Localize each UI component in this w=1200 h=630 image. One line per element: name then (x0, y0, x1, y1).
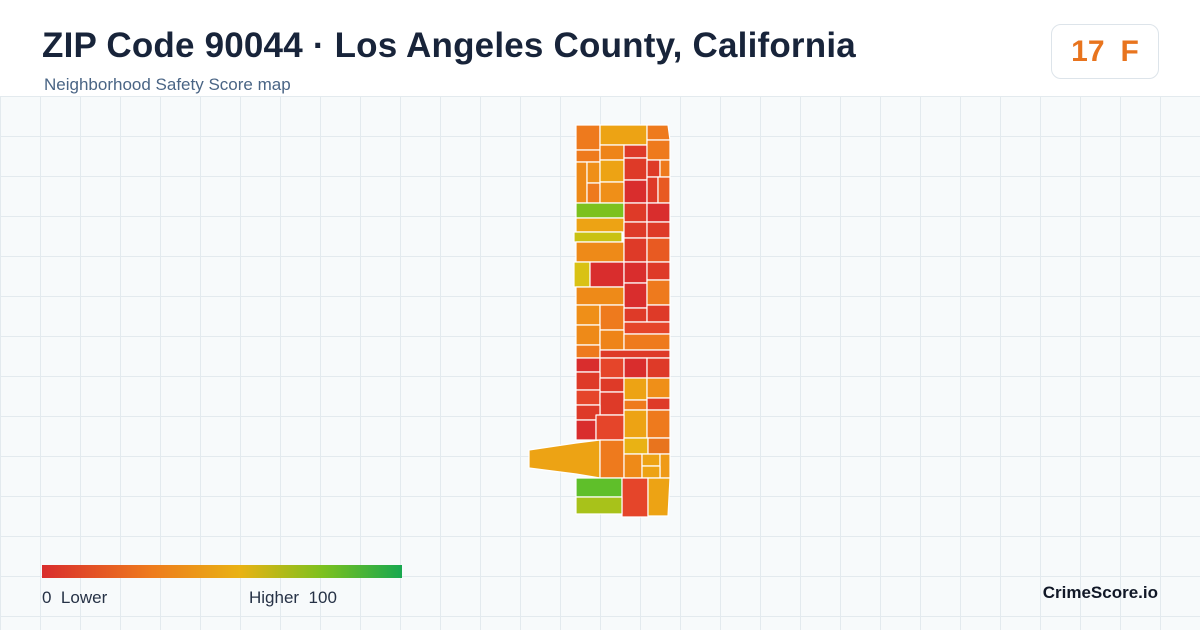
map-area[interactable] (575, 496, 623, 515)
map-area[interactable] (575, 357, 601, 373)
map-area[interactable] (575, 344, 601, 359)
map-area[interactable] (575, 241, 625, 263)
map-area[interactable] (589, 261, 625, 288)
map-area[interactable] (646, 304, 671, 323)
legend-high: Higher 100 (249, 588, 337, 608)
legend-high-value: 100 (308, 588, 337, 607)
map-area[interactable] (586, 182, 601, 204)
map-area[interactable] (659, 453, 671, 479)
map-area[interactable] (599, 349, 671, 359)
map-area[interactable] (599, 304, 625, 331)
map-area[interactable] (573, 231, 623, 243)
map-area[interactable] (575, 477, 623, 498)
map-area[interactable] (641, 465, 661, 479)
map-area[interactable] (599, 181, 625, 204)
map-area[interactable] (575, 149, 601, 163)
map-area[interactable] (646, 261, 671, 281)
score-value: 17 (1071, 34, 1105, 68)
map-area[interactable] (575, 419, 597, 441)
map-area[interactable] (623, 409, 648, 439)
map-area[interactable] (646, 357, 671, 379)
map-area[interactable] (599, 391, 625, 416)
map-area[interactable] (623, 377, 648, 401)
map-area[interactable] (575, 371, 601, 391)
map-area[interactable] (623, 282, 648, 309)
map-area[interactable] (657, 176, 671, 204)
map-area[interactable] (599, 144, 625, 161)
score-grade: F (1120, 34, 1139, 68)
map-area[interactable] (646, 202, 671, 223)
map-area[interactable] (646, 409, 671, 439)
map-area[interactable] (623, 221, 648, 239)
map-area[interactable] (575, 161, 588, 204)
map-area[interactable] (575, 389, 601, 406)
legend-low-label: Lower (60, 588, 108, 607)
legend-low: 0 Lower (42, 588, 107, 608)
map-area[interactable] (623, 333, 671, 351)
map-area[interactable] (623, 237, 648, 263)
map-area[interactable] (659, 159, 671, 178)
map-area[interactable] (623, 261, 648, 284)
map-area[interactable] (599, 357, 625, 379)
map-area[interactable] (623, 307, 648, 323)
page-subtitle: Neighborhood Safety Score map (44, 75, 291, 94)
map-area[interactable] (528, 439, 601, 479)
map-area[interactable] (575, 324, 601, 346)
map-area[interactable] (641, 453, 661, 467)
map-area[interactable] (623, 179, 648, 204)
map-area[interactable] (646, 139, 671, 161)
legend-gradient-bar (42, 565, 402, 578)
legend-high-label: Higher (249, 588, 300, 607)
map-area[interactable] (647, 437, 671, 455)
map-area[interactable] (646, 124, 671, 141)
page-header: ZIP Code 90044 · Los Angeles County, Cal… (0, 0, 1200, 97)
map-area[interactable] (586, 161, 601, 184)
map-area[interactable] (623, 202, 648, 223)
map-area[interactable] (575, 304, 601, 326)
legend-low-value: 0 (42, 588, 52, 607)
map-area[interactable] (623, 157, 648, 181)
map-area[interactable] (599, 329, 625, 351)
map-area[interactable] (646, 159, 661, 178)
map-area[interactable] (573, 261, 591, 288)
brand-logo-text: CrimeScore.io (1042, 583, 1158, 602)
map-area[interactable] (623, 437, 649, 455)
map-area[interactable] (575, 124, 601, 151)
map-area[interactable] (646, 377, 671, 399)
map-area[interactable] (623, 399, 648, 411)
map-area[interactable] (647, 477, 671, 517)
map-area[interactable] (646, 397, 671, 411)
map-area[interactable] (599, 377, 625, 393)
map-area[interactable] (646, 176, 659, 204)
safety-score-badge: 17 F (1051, 24, 1159, 79)
map-area[interactable] (623, 357, 648, 379)
map-area[interactable] (599, 439, 625, 479)
map-area[interactable] (623, 453, 643, 479)
map-area[interactable] (575, 202, 625, 219)
map-area[interactable] (623, 144, 648, 159)
map-area[interactable] (599, 124, 648, 146)
map-area[interactable] (646, 221, 671, 239)
map-area[interactable] (595, 414, 625, 441)
map-area[interactable] (623, 321, 671, 335)
page-title: ZIP Code 90044 · Los Angeles County, Cal… (42, 26, 856, 65)
map-area[interactable] (646, 237, 671, 263)
map-area[interactable] (575, 217, 625, 233)
map-area[interactable] (621, 477, 649, 518)
map-area[interactable] (599, 159, 625, 183)
map-area[interactable] (646, 279, 671, 306)
map-area[interactable] (575, 286, 625, 306)
